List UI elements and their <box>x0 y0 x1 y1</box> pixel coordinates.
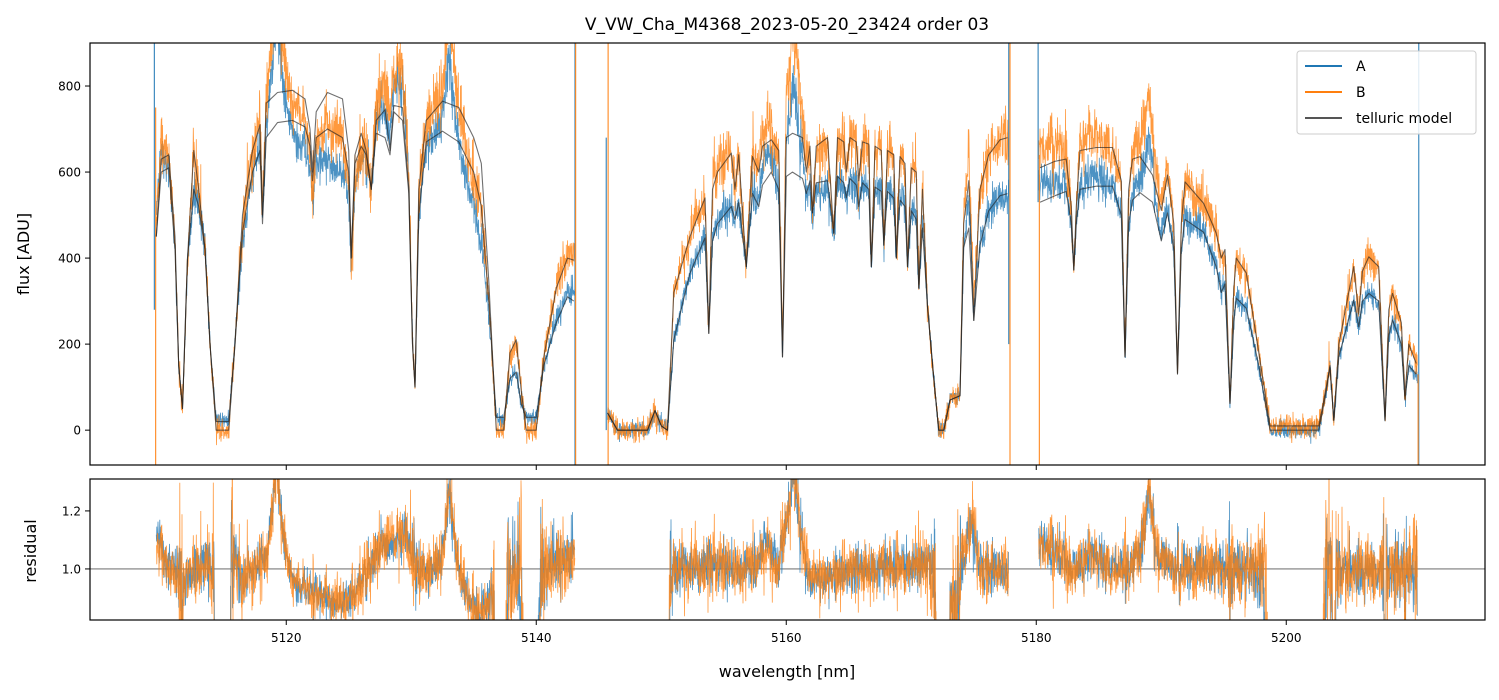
x-tick-label: 5120 <box>271 631 302 645</box>
flux-series-a-segment-2 <box>607 65 1009 443</box>
x-tick-label: 5180 <box>1021 631 1052 645</box>
residual-axes-frame <box>89 478 1486 621</box>
flux-axes-frame <box>89 42 1486 466</box>
residual-series-b-segment-2 <box>668 479 1009 620</box>
residual-y-tick-label: 1.0 <box>62 562 81 576</box>
residual-series-b-segment-1 <box>155 479 576 620</box>
telluric-model-a-segment-3 <box>1039 185 1417 431</box>
legend: A B telluric model <box>1296 50 1477 135</box>
flux-series-a-segment-3 <box>1038 126 1418 444</box>
flux-series-b-segment-2 <box>607 43 1009 444</box>
telluric-model-b-segment-3 <box>1039 146 1417 427</box>
legend-label-a: A <box>1356 59 1366 75</box>
legend-label-b: B <box>1356 85 1366 101</box>
residual-y-tick-label: 1.2 <box>62 504 81 518</box>
flux-series-b-segment-3 <box>1038 83 1418 444</box>
flux-y-tick-label: 400 <box>58 252 81 266</box>
x-tick-label: 5140 <box>521 631 552 645</box>
flux-y-tick-label: 200 <box>58 338 81 352</box>
x-axis-label: wavelength [nm] <box>719 662 856 681</box>
telluric-model-b-segment-2 <box>607 132 1008 431</box>
legend-label-telluric: telluric model <box>1356 111 1452 127</box>
flux-panel: 0 200 400 600 800 flux [ADU] <box>14 42 1486 470</box>
residual-series-b-segment-3 <box>1038 479 1418 620</box>
telluric-model-b-segment-1 <box>155 89 574 431</box>
flux-y-tick-label: 0 <box>73 424 81 438</box>
flux-series-a-segment-1 <box>155 43 576 432</box>
x-tick-label: 5200 <box>1271 631 1302 645</box>
x-tick-label: 5160 <box>771 631 802 645</box>
residual-panel: 5120 5140 5160 5180 5200 1.0 1.2 residual <box>21 478 1486 645</box>
residual-axis-label: residual <box>21 519 40 582</box>
flux-y-tick-label: 600 <box>58 166 81 180</box>
flux-axis-label: flux [ADU] <box>14 213 33 295</box>
legend-frame <box>1296 50 1477 135</box>
telluric-model-a-segment-2 <box>607 171 1008 431</box>
chart-title: V_VW_Cha_M4368_2023-05-20_23424 order 03 <box>585 15 989 35</box>
flux-y-tick-label: 800 <box>58 80 81 94</box>
